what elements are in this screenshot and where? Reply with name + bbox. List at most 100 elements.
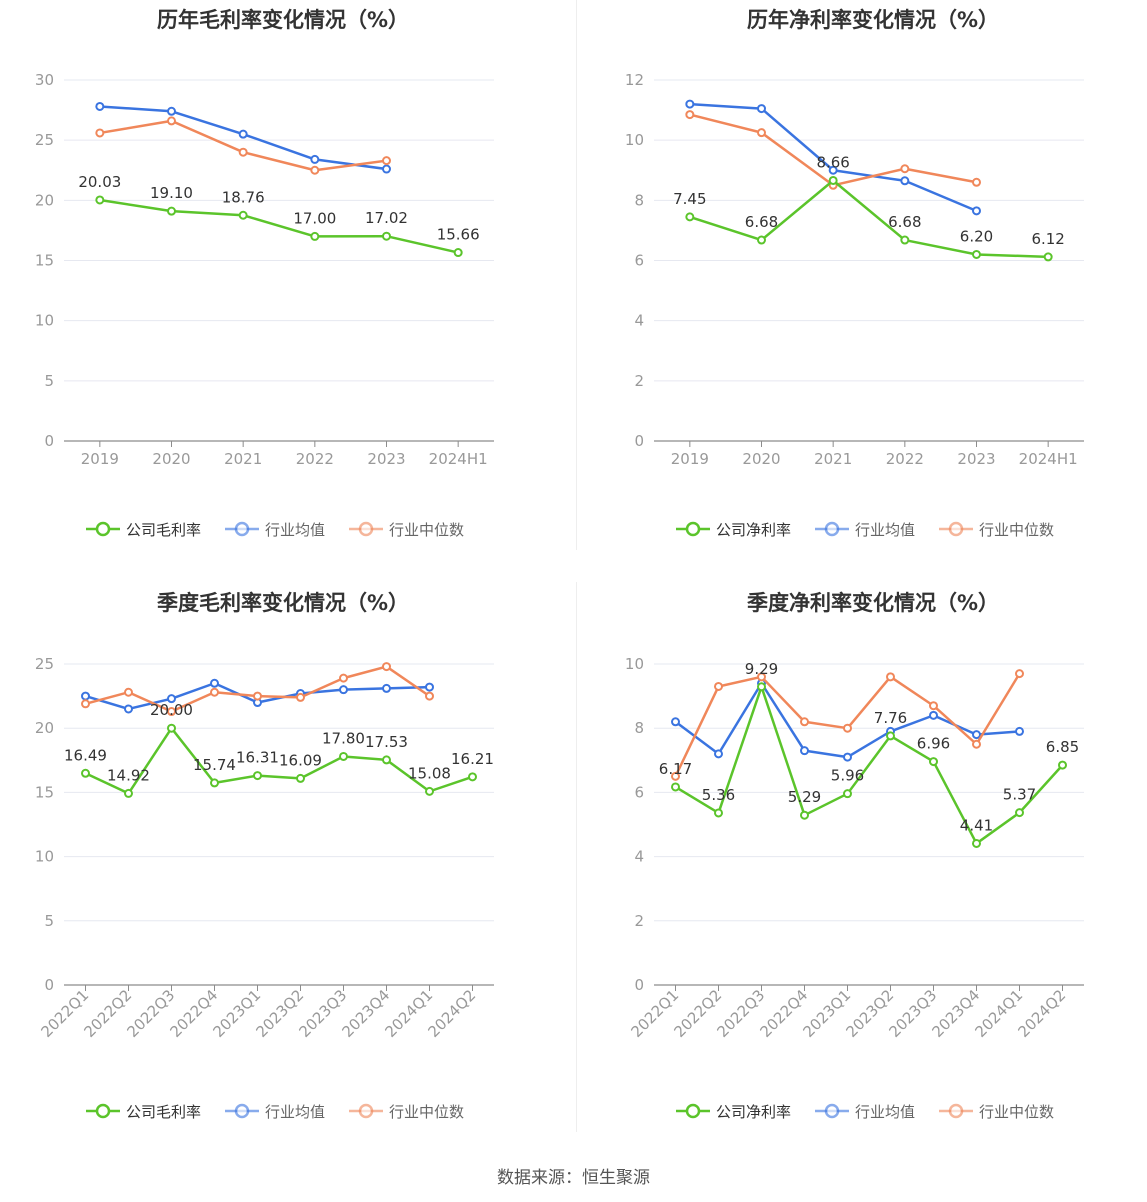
data-label: 6.68 bbox=[888, 213, 921, 231]
x-tick-label: 2021 bbox=[814, 450, 852, 468]
data-point bbox=[757, 128, 766, 138]
legend-label: 公司净利率 bbox=[716, 521, 791, 539]
data-point bbox=[310, 231, 320, 241]
data-label: 16.49 bbox=[64, 746, 107, 764]
legend-item: 行业中位数 bbox=[349, 1103, 464, 1121]
legend-item: 公司净利率 bbox=[676, 521, 791, 539]
data-label: 8.66 bbox=[816, 153, 849, 171]
data-point bbox=[900, 176, 910, 186]
chart-title: 季度净利率变化情况（%） bbox=[747, 591, 999, 615]
y-tick-label: 0 bbox=[634, 432, 644, 450]
data-label: 16.31 bbox=[236, 749, 279, 767]
y-tick-label: 2 bbox=[634, 912, 644, 930]
legend-item: 行业均值 bbox=[815, 521, 915, 539]
quarterly-gross-margin-chart: 季度毛利率变化情况（%） 0 5 10 15 20 25 2022Q1 2022Q2 2022Q3… bbox=[0, 580, 573, 1160]
data-point bbox=[929, 701, 938, 711]
legend-label: 行业均值 bbox=[855, 521, 915, 539]
legend-item: 行业均值 bbox=[815, 1103, 915, 1121]
data-point bbox=[167, 694, 176, 704]
series-line bbox=[689, 179, 1049, 259]
legend-label: 公司毛利率 bbox=[126, 1103, 201, 1121]
data-point bbox=[382, 662, 391, 672]
data-point bbox=[124, 788, 133, 798]
quarterly-net-margin-chart: 季度净利率变化情况（%） 0 2 4 6 8 10 2022Q1 2022Q2 2022Q3 202… bbox=[576, 580, 1147, 1160]
data-point bbox=[167, 106, 176, 116]
data-point bbox=[972, 177, 981, 187]
data-point bbox=[339, 673, 348, 683]
data-point bbox=[1015, 726, 1024, 736]
data-point bbox=[382, 231, 391, 241]
data-point bbox=[972, 739, 981, 749]
x-tick-label: 2024Q2 bbox=[425, 986, 480, 1041]
chart-title: 历年毛利率变化情况（%） bbox=[157, 8, 409, 32]
data-label: 7.76 bbox=[874, 709, 907, 727]
data-point bbox=[296, 773, 305, 783]
data-point bbox=[972, 838, 981, 848]
data-label: 9.29 bbox=[745, 660, 778, 678]
data-label: 20.00 bbox=[150, 701, 193, 719]
data-point bbox=[253, 691, 262, 701]
legend-label: 公司净利率 bbox=[716, 1103, 791, 1121]
data-point bbox=[310, 165, 320, 175]
chart-svg: 历年净利率变化情况（%） 0 2 4 6 8 10 12 2019 2020 2021 2022 202… bbox=[625, 8, 1084, 539]
x-tick-label: 2023 bbox=[367, 450, 405, 468]
data-label: 5.96 bbox=[831, 767, 864, 785]
source-note: 数据来源：恒生聚源 bbox=[497, 1168, 650, 1188]
legend-label: 行业中位数 bbox=[389, 521, 464, 539]
y-tick-label: 15 bbox=[35, 252, 54, 270]
y-tick-label: 10 bbox=[35, 312, 54, 330]
legend-marker bbox=[824, 1103, 840, 1119]
y-tick-label: 15 bbox=[35, 783, 54, 801]
y-tick-label: 25 bbox=[35, 655, 54, 673]
data-point bbox=[339, 751, 348, 761]
data-point bbox=[95, 128, 105, 138]
divider-bottom bbox=[576, 582, 577, 1132]
x-tick-label: 2024H1 bbox=[429, 450, 488, 468]
data-label: 15.66 bbox=[437, 226, 480, 244]
data-point bbox=[929, 757, 938, 767]
data-point bbox=[671, 717, 680, 727]
data-point bbox=[972, 249, 981, 259]
data-point bbox=[972, 730, 981, 740]
data-label: 18.76 bbox=[222, 188, 265, 206]
data-point bbox=[671, 782, 680, 792]
y-tick-label: 0 bbox=[44, 432, 54, 450]
legend-item: 公司净利率 bbox=[676, 1103, 791, 1121]
y-tick-label: 8 bbox=[634, 191, 644, 209]
data-point bbox=[800, 810, 809, 820]
data-point bbox=[238, 129, 248, 139]
legend-item: 行业中位数 bbox=[939, 1103, 1054, 1121]
legend-item: 公司毛利率 bbox=[86, 521, 201, 539]
data-point bbox=[81, 768, 90, 778]
data-point bbox=[757, 672, 766, 682]
chart-title: 季度毛利率变化情况（%） bbox=[157, 591, 409, 615]
data-point bbox=[757, 682, 766, 692]
data-point bbox=[339, 685, 348, 695]
data-point bbox=[296, 692, 305, 702]
data-point bbox=[382, 683, 391, 693]
data-label: 20.03 bbox=[78, 173, 121, 191]
data-point bbox=[1058, 760, 1067, 770]
data-label: 5.36 bbox=[702, 786, 735, 804]
data-point bbox=[167, 723, 176, 733]
y-tick-label: 4 bbox=[634, 848, 644, 866]
data-point bbox=[843, 723, 852, 733]
data-label: 14.92 bbox=[107, 766, 150, 784]
y-tick-label: 10 bbox=[35, 848, 54, 866]
data-point bbox=[757, 104, 766, 114]
x-tick-label: 2023 bbox=[957, 450, 995, 468]
legend-label: 行业中位数 bbox=[979, 521, 1054, 539]
data-point bbox=[714, 808, 723, 818]
legend-marker bbox=[824, 521, 840, 537]
legend-marker bbox=[234, 1103, 250, 1119]
y-tick-label: 2 bbox=[634, 372, 644, 390]
y-tick-label: 25 bbox=[35, 131, 54, 149]
data-label: 16.21 bbox=[451, 750, 494, 768]
data-point bbox=[95, 195, 105, 205]
data-point bbox=[1015, 669, 1024, 679]
data-point bbox=[685, 212, 695, 222]
data-point bbox=[886, 672, 895, 682]
y-tick-label: 0 bbox=[634, 976, 644, 994]
series-line bbox=[674, 685, 1064, 845]
legend-marker bbox=[948, 521, 964, 537]
